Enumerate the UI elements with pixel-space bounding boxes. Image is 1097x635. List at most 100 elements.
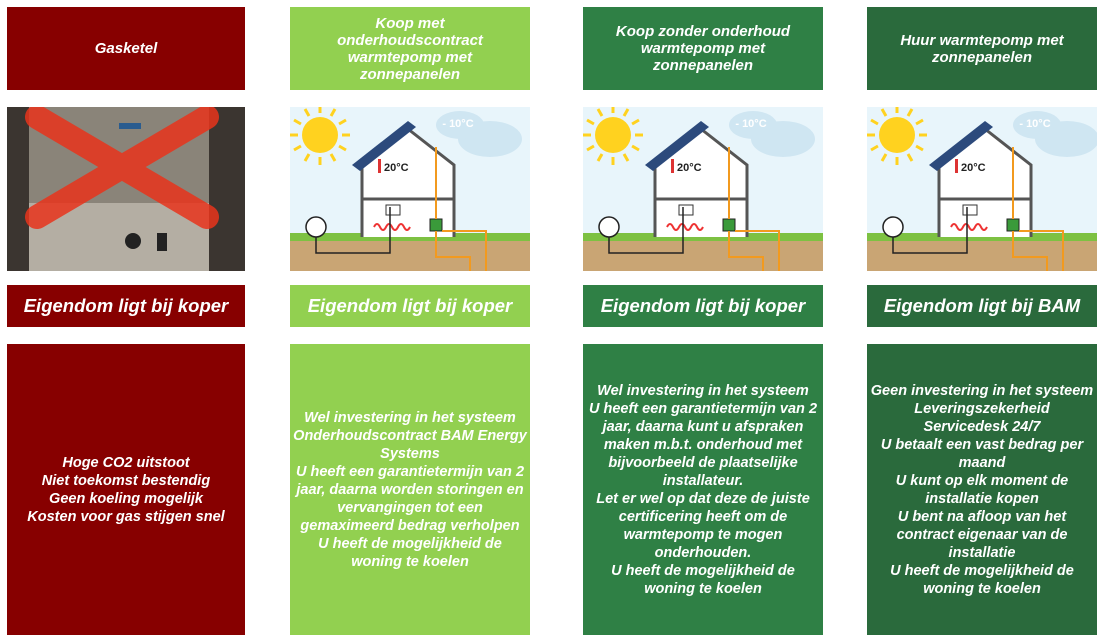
sun-ray (338, 144, 347, 152)
description: Hoge CO2 uitstoot Niet toekomst bestendig… (7, 344, 245, 635)
sun (595, 117, 631, 153)
description-line: U betaalt een vast bedrag per maand (880, 436, 1084, 471)
sun-ray (906, 108, 914, 117)
sun-ray (870, 144, 879, 152)
sun-ray (631, 144, 640, 152)
sun-ray (880, 153, 888, 162)
column-header: Gasketel (7, 7, 245, 90)
switch (157, 233, 167, 251)
sun-ray (915, 144, 924, 152)
column-image (7, 107, 245, 271)
solar-panel (645, 121, 709, 171)
description-line: U heeft de mogelijkheid de woning te koe… (318, 535, 502, 570)
description-line: Servicedesk 24/7 (923, 418, 1041, 435)
floor-heating (373, 223, 411, 231)
sun (302, 117, 338, 153)
sun-ray (622, 108, 630, 117)
grid-pylon (598, 216, 620, 238)
solar-panel (929, 121, 993, 171)
column-image: - 10°C 20°C (290, 107, 530, 271)
description: Wel investering in het systeem U heeft ee… (583, 344, 823, 635)
cable (892, 207, 968, 254)
column-image: - 10°C 20°C (867, 107, 1097, 271)
description: Geen investering in het systeem Leverings… (867, 344, 1097, 635)
sun-ray (622, 153, 630, 162)
description-line: U heeft de mogelijkheid de woning te koe… (890, 562, 1074, 597)
ground (583, 237, 823, 271)
ownership: Eigendom ligt bij koper (7, 285, 245, 327)
outside-temperature: - 10°C (442, 118, 473, 130)
ownership: Eigendom ligt bij koper (290, 285, 530, 327)
floor-heating (666, 223, 704, 231)
sun (879, 117, 915, 153)
outside-temperature: - 10°C (735, 118, 766, 130)
floor-heating (950, 223, 988, 231)
description: Wel investering in het systeem Onderhouds… (290, 344, 530, 635)
description-line: Let er wel op dat deze de juiste certifi… (596, 490, 810, 561)
ground (290, 237, 530, 271)
sun-ray (870, 118, 879, 126)
ownership: Eigendom ligt bij BAM (867, 285, 1097, 327)
sun-ray (631, 118, 640, 126)
grid-pylon (305, 216, 327, 238)
thermometer (671, 159, 674, 173)
thermometer (955, 159, 958, 173)
sun-ray (293, 144, 302, 152)
sun-ray (303, 108, 311, 117)
knob (125, 233, 141, 249)
description-line: Kosten voor gas stijgen snel (27, 508, 225, 525)
heat-pump (722, 218, 736, 232)
sun-ray (880, 108, 888, 117)
pipes (1012, 147, 1064, 271)
outside-temperature: - 10°C (1019, 118, 1050, 130)
sun-ray (293, 118, 302, 126)
sun-ray (596, 108, 604, 117)
red-cross (25, 107, 219, 229)
column-header: Koop met onderhoudscontract warmtepomp m… (290, 7, 530, 90)
description-line: Geen koeling mogelijk (49, 490, 203, 507)
sun-ray (329, 153, 337, 162)
description-line: Leveringszekerheid (914, 400, 1050, 417)
pipes (728, 147, 780, 271)
cable (315, 207, 391, 254)
column-image: - 10°C 20°C (583, 107, 823, 271)
inside-temperature: 20°C (677, 162, 702, 174)
inside-temperature: 20°C (961, 162, 986, 174)
inside-temperature: 20°C (384, 162, 409, 174)
cable (608, 207, 684, 254)
heat-pump (429, 218, 443, 232)
cloud (1013, 111, 1061, 139)
sun-ray (586, 118, 595, 126)
sun-ray (915, 118, 924, 126)
column-header: Huur warmtepomp met zonnepanelen (867, 7, 1097, 90)
description-line: Niet toekomst bestendig (41, 472, 211, 489)
description-line: U heeft een garantietermijn van 2 jaar, … (588, 400, 818, 489)
heat-pump (1006, 218, 1020, 232)
grid-pylon (882, 216, 904, 238)
description-line: Onderhoudscontract BAM Energy Systems (293, 427, 527, 462)
sun-ray (596, 153, 604, 162)
description-line: Wel investering in het systeem (597, 382, 809, 399)
sun-ray (586, 144, 595, 152)
sun-ray (338, 118, 347, 126)
sun-ray (329, 108, 337, 117)
description-line: Hoge CO2 uitstoot (62, 454, 190, 471)
description-line: U heeft de mogelijkheid de woning te koe… (611, 562, 795, 597)
column-header: Koop zonder onderhoud warmtepomp met zon… (583, 7, 823, 90)
ground (867, 237, 1097, 271)
thermometer (378, 159, 381, 173)
sun-ray (906, 153, 914, 162)
description-line: U heeft een garantietermijn van 2 jaar, … (295, 463, 525, 534)
monitor (385, 204, 401, 216)
solar-panel (352, 121, 416, 171)
display (119, 123, 141, 129)
description-line: U kunt op elk moment de installatie kope… (895, 472, 1069, 507)
pipes (435, 147, 487, 271)
ownership: Eigendom ligt bij koper (583, 285, 823, 327)
sun-ray (303, 153, 311, 162)
description-line: Geen investering in het systeem (870, 382, 1094, 399)
monitor (962, 204, 978, 216)
description-line: U bent na afloop van het contract eigena… (896, 508, 1068, 561)
monitor (678, 204, 694, 216)
